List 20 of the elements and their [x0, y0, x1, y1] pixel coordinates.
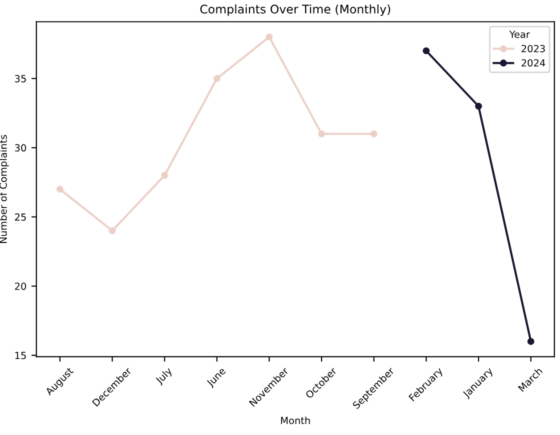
legend-title: Year — [509, 30, 530, 38]
point — [475, 102, 482, 110]
point — [213, 75, 220, 82]
point — [422, 47, 430, 54]
point — [266, 34, 273, 40]
y-tick-label: 15 — [15, 352, 26, 360]
legend-label: 2023 — [522, 44, 545, 52]
x-axis-title: Month — [281, 416, 310, 424]
chart-title: Complaints Over Time (Monthly) — [200, 4, 390, 16]
y-tick-label: 35 — [15, 74, 26, 82]
legend-label: 2024 — [522, 59, 546, 67]
y-tick-label: 30 — [15, 144, 26, 152]
point — [56, 186, 64, 193]
point — [108, 227, 116, 234]
point — [318, 130, 326, 138]
point — [370, 130, 378, 138]
y-tick-label: 20 — [15, 282, 26, 290]
y-tick-label: 25 — [15, 213, 26, 221]
point — [527, 338, 534, 345]
point — [161, 172, 168, 179]
